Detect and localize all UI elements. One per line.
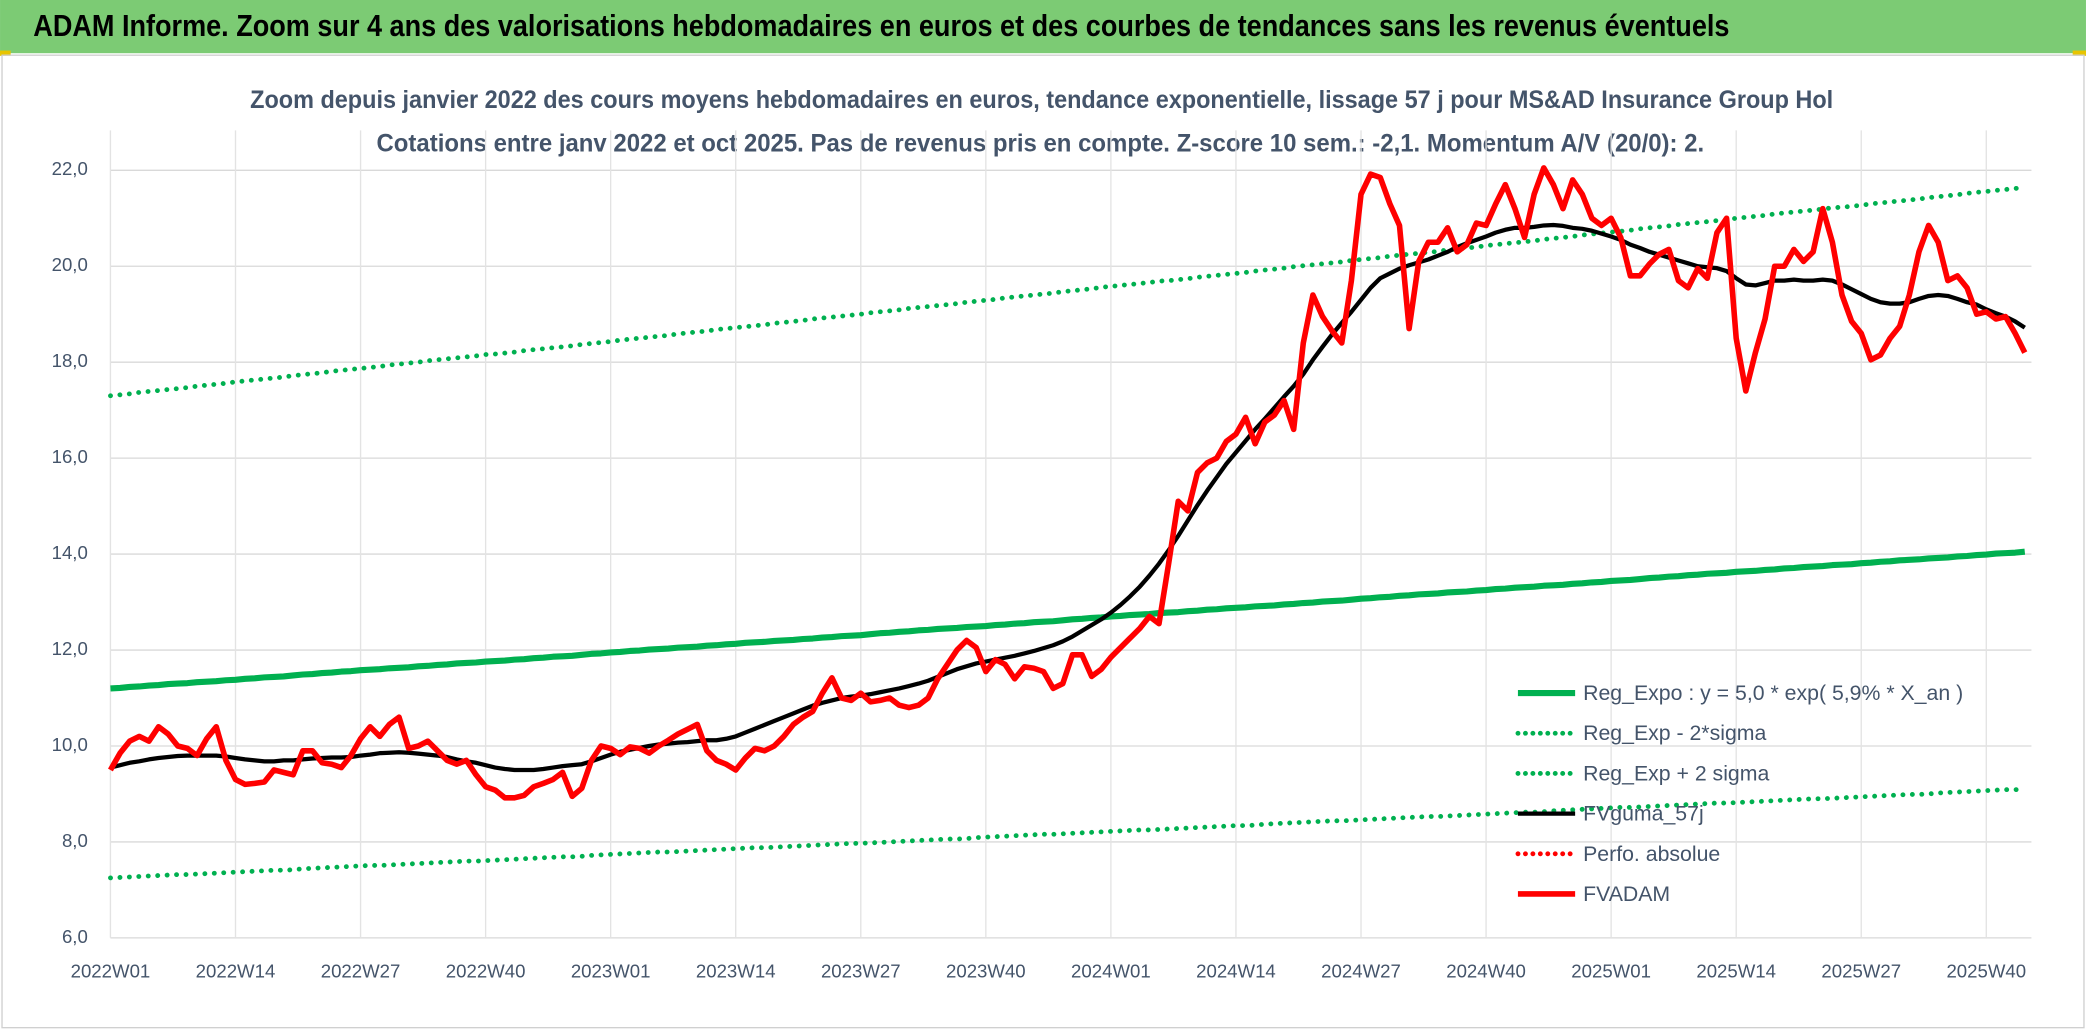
y-tick-label: 8,0	[62, 830, 88, 851]
legend-label: Reg_Expo : y = 5,0 * exp( 5,9% * X_an )	[1583, 681, 1963, 705]
y-tick-label: 20,0	[52, 254, 88, 275]
x-tick-label: 2023W01	[571, 960, 651, 981]
legend: Reg_Expo : y = 5,0 * exp( 5,9% * X_an ) R…	[1515, 681, 1963, 906]
series-line	[108, 184, 2028, 399]
y-tick-label: 18,0	[52, 350, 88, 371]
header-band	[0, 0, 2086, 54]
series-line	[108, 165, 2028, 801]
x-tick-label: 2025W40	[1946, 960, 2026, 981]
x-tick-label: 2022W14	[196, 960, 276, 981]
x-tick-label: 2022W01	[71, 960, 151, 981]
x-tick-label: 2024W40	[1446, 960, 1526, 981]
header-edge	[2072, 50, 2086, 56]
x-tick-label: 2024W14	[1196, 960, 1276, 981]
y-tick-label: 16,0	[52, 446, 88, 467]
legend-label: FVguma_57j	[1583, 802, 1704, 826]
x-tick-label: 2024W01	[1071, 960, 1151, 981]
y-tick-label: 14,0	[52, 542, 88, 563]
page-title: ADAM Informe. Zoom sur 4 ans des valoris…	[33, 9, 1729, 43]
chart-title: Zoom depuis janvier 2022 des cours moyen…	[250, 86, 1833, 114]
chart-subtitle: Cotations entre janv 2022 et oct 2025. P…	[377, 130, 1705, 158]
x-tick-label: 2025W27	[1821, 960, 1901, 981]
y-tick-label: 12,0	[52, 638, 88, 659]
series-line	[109, 222, 2026, 773]
y-tick-label: 6,0	[62, 926, 88, 947]
chart-frame	[1, 54, 2085, 1029]
x-tick-label: 2022W27	[321, 960, 401, 981]
header-edge	[0, 50, 11, 56]
series-line	[108, 786, 2028, 881]
x-tick-label: 2025W14	[1696, 960, 1776, 981]
x-tick-label: 2024W27	[1321, 960, 1401, 981]
x-tick-label: 2023W40	[946, 960, 1026, 981]
y-tick-label: 22,0	[52, 158, 88, 179]
plot	[108, 165, 2028, 881]
legend-label: FVADAM	[1583, 882, 1670, 906]
y-tick-label: 10,0	[52, 734, 88, 755]
legend-label: Reg_Exp - 2*sigma	[1583, 721, 1766, 745]
x-tick-label: 2023W14	[696, 960, 776, 981]
x-tick-label: 2023W27	[821, 960, 901, 981]
x-tick-label: 2022W40	[446, 960, 526, 981]
x-tick-label: 2025W01	[1571, 960, 1651, 981]
legend-label: Perfo. absolue	[1583, 842, 1720, 866]
legend-label: Reg_Exp + 2 sigma	[1583, 761, 1769, 785]
series-line	[110, 548, 2026, 692]
